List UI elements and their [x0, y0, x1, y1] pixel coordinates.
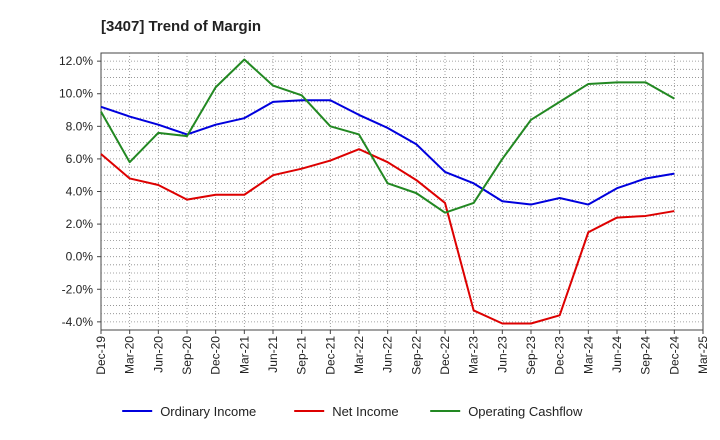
y-tick-label: 2.0% [66, 217, 94, 231]
x-tick-label: Jun-22 [381, 336, 395, 373]
y-tick-label: -4.0% [62, 315, 94, 329]
y-tick-label: 4.0% [66, 185, 94, 199]
y-tick-label: 0.0% [66, 250, 94, 264]
y-tick-label: -2.0% [62, 282, 94, 296]
x-tick-label: Mar-21 [237, 336, 251, 374]
legend: Ordinary Income Net Income Operating Cashf… [122, 404, 583, 419]
y-tick-label: 6.0% [66, 152, 94, 166]
series-line-operating-cashflow [100, 58, 675, 214]
y-tick-label: 8.0% [66, 119, 94, 133]
x-tick-label: Jun-21 [266, 336, 280, 373]
x-tick-label: Sep-20 [180, 336, 194, 375]
legend-label-operating-cashflow: Operating Cashflow [468, 404, 583, 419]
x-tick-label: Jun-24 [610, 336, 624, 373]
x-tick-label: Jun-20 [151, 336, 165, 373]
x-tick-label: Mar-25 [696, 336, 710, 374]
x-tick-label: Dec-23 [553, 336, 567, 375]
x-tick-label: Sep-23 [524, 336, 538, 375]
x-tick-label: Mar-24 [581, 336, 595, 374]
axes: 12.0% 10.0% 8.0% 6.0% 4.0% 2.0% 0.0% -2.0% -4.0%… [59, 54, 710, 375]
x-tick-label: Dec-22 [438, 336, 452, 375]
y-tick-label: 10.0% [59, 87, 93, 101]
x-tick-label: Dec-19 [94, 336, 108, 375]
x-tick-label: Sep-22 [409, 336, 423, 375]
legend-label-ordinary-income: Ordinary Income [160, 404, 256, 419]
chart-title: [3407] Trend of Margin [101, 18, 261, 35]
x-tick-label: Dec-20 [209, 336, 223, 375]
x-tick-label: Mar-23 [467, 336, 481, 374]
grid [100, 52, 704, 331]
x-tick-label: Dec-24 [667, 336, 681, 375]
x-tick-label: Sep-21 [295, 336, 309, 375]
series-lines [100, 58, 675, 325]
x-tick-label: Mar-22 [352, 336, 366, 374]
series-line-ordinary-income [100, 99, 675, 206]
y-tick-label: 12.0% [59, 54, 93, 68]
series-line-net-income [100, 148, 675, 325]
x-tick-label: Jun-23 [495, 336, 509, 373]
x-tick-label: Dec-21 [323, 336, 337, 375]
x-tick-label: Mar-20 [123, 336, 137, 374]
legend-label-net-income: Net Income [332, 404, 398, 419]
x-tick-label: Sep-24 [639, 336, 653, 375]
